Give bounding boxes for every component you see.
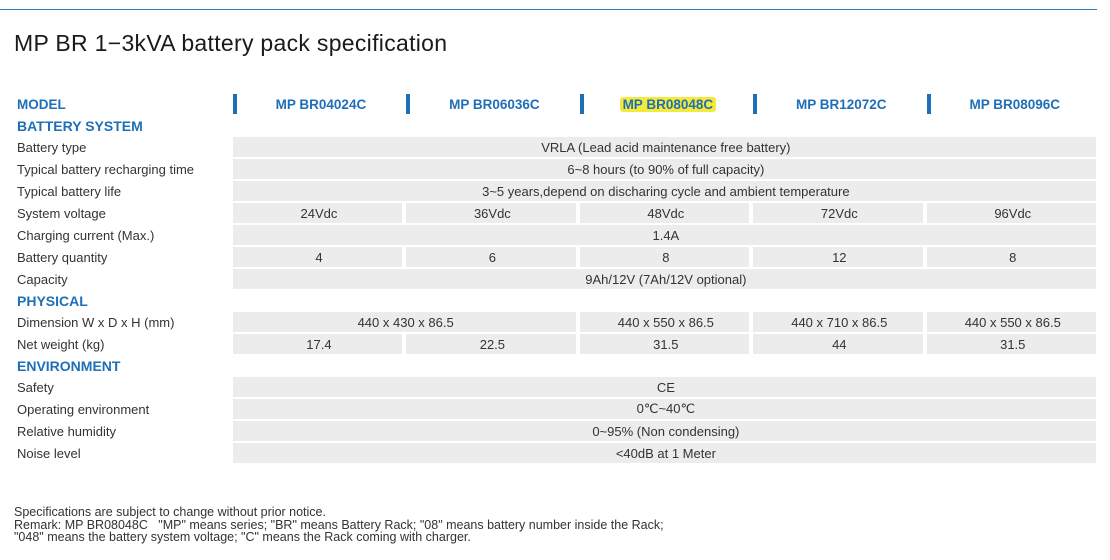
row-capacity: Capacity 9Ah/12V (7Ah/12V optional) — [14, 269, 1096, 289]
model-col-4: MP BR12072C — [753, 94, 922, 114]
section-battery-system: BATTERY SYSTEM — [17, 117, 143, 134]
model-col-2: MP BR06036C — [406, 94, 575, 114]
row-safety: Safety CE — [14, 377, 1096, 397]
model-header-row: MODEL MP BR04024C MP BR06036C MP BR08048… — [14, 94, 1096, 114]
row-recharge-time: Typical battery recharging time 6~8 hour… — [14, 159, 1096, 179]
row-charging-current: Charging current (Max.) 1.4A — [14, 225, 1096, 245]
row-relative-humidity: Relative humidity 0~95% (Non condensing) — [14, 421, 1096, 441]
note-line-1: Specifications are subject to change wit… — [14, 505, 326, 519]
page-title: MP BR 1−3kVA battery pack specification — [14, 30, 448, 56]
row-net-weight: Net weight (kg) 17.4 22.5 31.5 44 31.5 — [14, 334, 1096, 354]
section-environment: ENVIRONMENT — [17, 357, 121, 374]
section-physical: PHYSICAL — [17, 292, 88, 309]
model-col-5: MP BR08096C — [926, 94, 1096, 114]
spec-table: MODEL MP BR04024C MP BR06036C MP BR08048… — [10, 92, 1100, 465]
row-battery-quantity: Battery quantity 4 6 8 12 8 — [14, 247, 1096, 267]
row-operating-environment: Operating environment 0℃~40℃ — [14, 399, 1096, 419]
row-system-voltage: System voltage 24Vdc 36Vdc 48Vdc 72Vdc 9… — [14, 203, 1096, 223]
highlighted-model: MP BR08048C — [619, 96, 717, 112]
model-label: MODEL — [17, 96, 66, 112]
row-battery-type: Battery type VRLA (Lead acid maintenance… — [14, 137, 1096, 157]
row-noise-level: Noise level <40dB at 1 Meter — [14, 443, 1096, 463]
row-battery-life: Typical battery life 3~5 years,depend on… — [14, 181, 1096, 201]
note-line-3: "048" means the battery system voltage; … — [14, 530, 471, 544]
model-col-1: MP BR04024C — [232, 94, 402, 114]
note-line-2: Remark: MP BR08048C "MP" means series; "… — [14, 517, 664, 532]
top-divider — [0, 9, 1097, 10]
model-col-3: MP BR08048C — [579, 94, 749, 114]
row-dimension: Dimension W x D x H (mm) 440 x 430 x 86.… — [14, 312, 1096, 332]
footnotes: Specifications are subject to change wit… — [14, 506, 664, 544]
